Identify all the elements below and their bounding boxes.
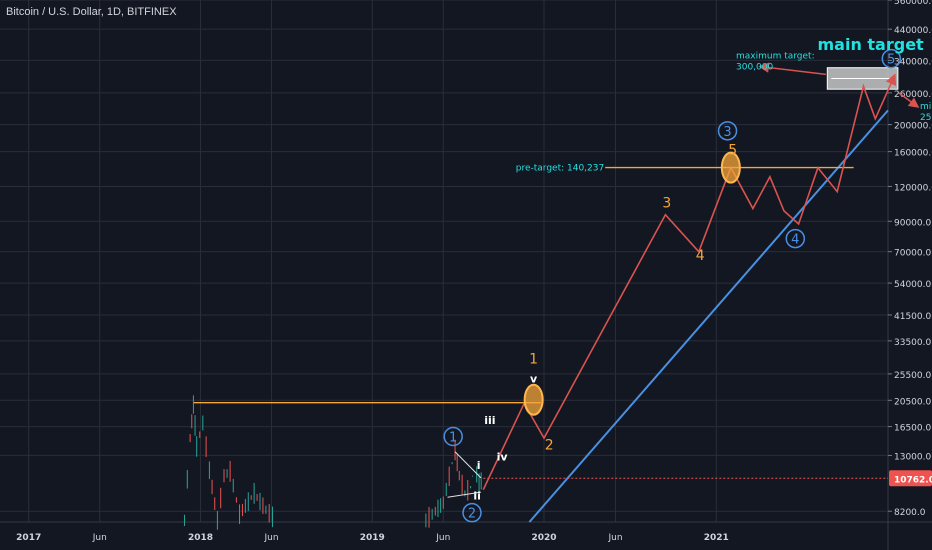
wave-label: 3 [723,125,731,140]
x-tick-label: 2019 [360,533,385,543]
x-tick-label: Jun [435,533,450,543]
main-target-label: main target [817,35,924,54]
wave-label: 2 [545,438,554,454]
y-tick-label: 16500.0 [894,424,931,434]
y-tick-label: 340000.0 [894,57,932,67]
wave-label: 5 [728,142,737,158]
x-tick-label: 2018 [188,533,213,543]
x-tick-label: Jun [607,533,622,543]
wave-label: i [477,459,481,472]
wave-label: 1 [449,431,457,446]
wave-label: 2 [468,507,476,522]
projection-path [482,73,897,490]
wave-label: 1 [529,351,538,367]
wave-label-circle [881,48,902,69]
min-target-arrow [898,92,920,108]
x-tick-label: Jun [263,533,278,543]
x-tick-label: 2021 [704,533,729,543]
x-tick-label: Jun [92,533,107,543]
min-target-value: 250,000 [920,113,932,123]
y-tick-label: 54000.0 [894,280,931,290]
wave-label-circle [785,228,806,249]
y-tick-label: 160000.0 [894,149,932,159]
y-tick-label: 41500.0 [894,312,931,322]
min-target-title: minimum target: [920,102,932,112]
y-tick-label: 120000.0 [894,183,932,193]
wave-label-circle [443,426,463,447]
last-price-tag [889,470,932,487]
y-tick-label: 13000.0 [894,452,931,462]
wave-label-circle [462,502,482,523]
x-tick-label: 2017 [16,533,41,543]
wave-label: 3 [662,196,671,212]
chart-title: Bitcoin / U.S. Dollar, 1D, BITFINEX [6,6,177,18]
max-target-arrow [758,62,826,76]
wave-label: 5 [887,53,895,68]
wave-label: 4 [791,233,799,248]
wave-label-circle [717,121,738,141]
y-tick-label: 260000.0 [894,90,932,100]
highlight-marker [720,151,741,184]
max-target-title: maximum target: [736,52,815,62]
y-tick-label: 25500.0 [894,371,931,381]
pre-target-label: pre-target: 140,237 [516,164,604,174]
y-tick-label: 90000.0 [894,218,931,228]
wedge-line [447,491,482,498]
y-tick-label: 560000.0 [894,0,932,7]
y-tick-label: 33500.0 [894,338,931,348]
y-tick-label: 440000.0 [894,26,932,36]
trend-line [528,109,889,523]
y-tick-label: 20500.0 [894,397,931,407]
wedge-line [454,451,482,479]
max-target-value: 300,000 [736,63,773,73]
x-tick-label: 2020 [531,533,556,543]
wave-label: v [530,372,538,385]
wave-label: ii [473,490,481,503]
highlight-marker [523,383,544,416]
last-price-label: 10762.0 [894,475,932,485]
y-tick-label: 8200.0 [894,508,926,518]
wave-label: iii [484,414,495,427]
y-tick-label: 70000.0 [894,249,931,259]
y-tick-label: 200000.0 [894,122,932,132]
wave-label: iv [497,450,509,463]
wave-label: 4 [696,248,705,264]
